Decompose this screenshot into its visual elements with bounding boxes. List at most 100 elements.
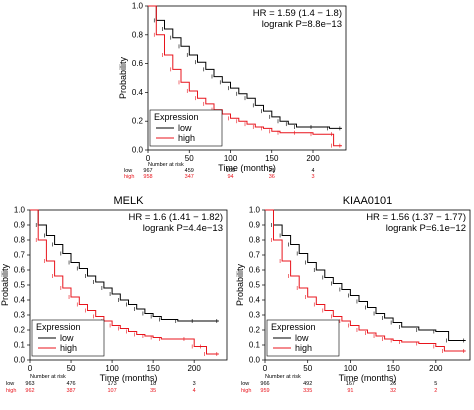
legend-label-high: high — [178, 133, 195, 143]
risk-count-high: 35 — [150, 388, 156, 394]
risk-count-low: 18 — [150, 381, 156, 387]
logrank-text: logrank P=8.8e−13 — [262, 19, 342, 30]
risk-count-high: 107 — [107, 388, 116, 394]
y-tick-label: 0.9 — [14, 221, 26, 230]
km-panel-1: HR = 1.59 (1.4 − 1.8)logrank P=8.8e−13 0.… — [118, 2, 347, 180]
legend-label-high: high — [295, 343, 312, 353]
risk-count-high: 36 — [269, 174, 275, 180]
risk-count-high: 347 — [185, 174, 194, 180]
risk-count-low: 26 — [390, 381, 396, 387]
hazard-ratio-text: HR = 1.56 (1.37 − 1.77) — [366, 212, 466, 223]
y-tick-label: 0.1 — [249, 341, 261, 350]
plot-frame — [147, 5, 347, 151]
survival-curve-low — [30, 209, 219, 322]
risk-row-label-high: high — [124, 174, 134, 180]
x-tick-label: 150 — [386, 364, 400, 373]
risk-count-low: 963 — [25, 381, 34, 387]
x-tick-label: 0 — [263, 364, 268, 373]
y-tick-label: 0.1 — [14, 341, 26, 350]
risk-row-label-high: high — [6, 388, 16, 394]
legend-label-high: high — [60, 343, 77, 353]
legend-label-low: low — [60, 333, 74, 343]
y-tick-label: 0.3 — [249, 311, 261, 320]
y-tick-label: 0.0 — [14, 356, 26, 365]
risk-count-low: 173 — [107, 381, 116, 387]
y-tick-label: 0.5 — [249, 281, 261, 290]
x-tick-label: 100 — [105, 364, 119, 373]
risk-count-low: 4 — [311, 168, 314, 174]
risk-count-low: 167 — [346, 381, 355, 387]
x-tick-label: 50 — [67, 364, 76, 373]
x-axis-label: Time (months) — [339, 373, 397, 383]
panel-title: MELK — [114, 195, 145, 207]
legend-label-low: low — [178, 123, 192, 133]
legend-title: Expression — [271, 322, 316, 332]
logrank-text: logrank P=6.1e−12 — [386, 223, 466, 234]
y-tick-label: 0.7 — [14, 251, 26, 260]
y-tick-label: 0.0 — [132, 146, 144, 155]
x-tick-label: 150 — [265, 154, 279, 163]
y-tick-label: 0.9 — [249, 221, 261, 230]
panel-title: KIAA0101 — [343, 195, 393, 207]
x-axis-label: Time (months) — [100, 373, 158, 383]
x-tick-label: 50 — [185, 154, 194, 163]
risk-count-low: 21 — [269, 168, 275, 174]
y-tick-label: 0.6 — [249, 266, 261, 275]
y-tick-label: 0.8 — [249, 236, 261, 245]
risk-count-low: 966 — [260, 381, 269, 387]
risk-row-label-high: high — [241, 388, 251, 394]
y-axis-label: Probability — [0, 263, 10, 306]
risk-count-high: 387 — [66, 388, 75, 394]
risk-count-high: 91 — [347, 388, 353, 394]
y-tick-label: 0.6 — [14, 266, 26, 275]
risk-count-high: 962 — [25, 388, 34, 394]
hazard-ratio-text: HR = 1.6 (1.41 − 1.82) — [128, 212, 223, 223]
survival-curve-high — [30, 209, 219, 355]
y-tick-label: 1.0 — [132, 2, 144, 11]
y-tick-label: 0.4 — [249, 296, 261, 305]
y-tick-label: 0.4 — [132, 88, 144, 97]
risk-row-label-low: low — [6, 381, 14, 387]
km-panel-2: MELK HR = 1.6 (1.41 − 1.82)logrank P=4.4e… — [0, 195, 228, 394]
y-tick-label: 0.7 — [249, 251, 261, 260]
survival-curve-low — [265, 209, 466, 341]
x-tick-label: 100 — [344, 364, 358, 373]
y-tick-label: 0.8 — [132, 30, 144, 39]
risk-count-high: 32 — [390, 388, 396, 394]
y-tick-label: 0.2 — [132, 117, 144, 126]
risk-count-high: 335 — [303, 388, 312, 394]
hazard-ratio-text: HR = 1.59 (1.4 − 1.8) — [253, 8, 342, 19]
risk-count-low: 5 — [434, 381, 437, 387]
risk-count-low: 492 — [303, 381, 312, 387]
y-axis-label: Probability — [118, 56, 128, 99]
y-tick-label: 0.8 — [14, 236, 26, 245]
risk-table-header: Number at risk — [148, 162, 184, 168]
survival-curve-low — [148, 5, 342, 129]
risk-count-low: 459 — [185, 168, 194, 174]
x-tick-label: 200 — [187, 364, 201, 373]
legend-title: Expression — [36, 322, 81, 332]
risk-count-high: 958 — [143, 174, 152, 180]
x-tick-label: 100 — [224, 154, 238, 163]
y-tick-label: 0.5 — [14, 281, 26, 290]
y-tick-label: 0.6 — [132, 59, 144, 68]
x-tick-label: 0 — [146, 154, 151, 163]
risk-count-low: 169 — [226, 168, 235, 174]
risk-count-high: 4 — [193, 388, 196, 394]
legend-label-low: low — [295, 333, 309, 343]
x-tick-label: 150 — [146, 364, 160, 373]
risk-count-low: 3 — [193, 381, 196, 387]
y-tick-label: 0.0 — [249, 356, 261, 365]
risk-table-header: Number at risk — [265, 374, 301, 380]
risk-count-high: 959 — [260, 388, 269, 394]
legend-title: Expression — [154, 112, 199, 122]
risk-count-low: 967 — [143, 168, 152, 174]
x-axis-label: Time (months) — [218, 163, 276, 173]
y-axis-label: Probability — [235, 263, 245, 306]
x-tick-label: 50 — [303, 364, 312, 373]
risk-row-label-low: low — [241, 381, 249, 387]
risk-count-low: 476 — [66, 381, 75, 387]
y-tick-label: 0.2 — [14, 326, 26, 335]
risk-row-label-low: low — [124, 168, 132, 174]
